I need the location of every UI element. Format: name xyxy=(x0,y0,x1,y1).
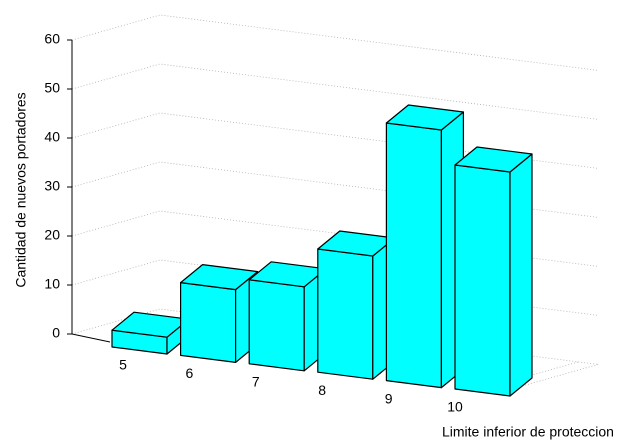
x-tick-label: 5 xyxy=(119,357,127,373)
y-tick-label: 20 xyxy=(44,227,60,243)
grid-line xyxy=(71,14,599,71)
y-axis-label: Cantidad de nuevos portadores xyxy=(13,92,29,287)
bar-top xyxy=(180,264,259,291)
x-tick-label: 10 xyxy=(447,399,463,415)
grid-line xyxy=(71,210,599,267)
bar xyxy=(248,261,327,372)
y-tick-label: 50 xyxy=(44,80,60,96)
y-tick-label: 40 xyxy=(44,129,60,145)
x-tick-label: 6 xyxy=(186,365,194,381)
bar-side xyxy=(509,153,533,397)
bar-front xyxy=(385,122,442,389)
bar xyxy=(317,230,396,380)
bar-front xyxy=(454,164,511,397)
bar xyxy=(180,264,259,363)
bar xyxy=(454,146,533,397)
x-axis xyxy=(71,333,111,343)
y-tick-label: 30 xyxy=(44,178,60,194)
grid-line xyxy=(71,308,599,365)
bar-front xyxy=(317,248,374,380)
floor-edge xyxy=(500,364,599,393)
grid-line xyxy=(71,161,599,218)
grid-line xyxy=(71,259,599,316)
y-tick-label: 60 xyxy=(44,31,60,47)
grid-line xyxy=(71,63,599,120)
x-tick-label: 7 xyxy=(252,374,260,390)
bar-front xyxy=(180,282,237,363)
bar xyxy=(385,104,464,389)
grid-line xyxy=(71,112,599,169)
bar-top xyxy=(385,104,464,131)
x-tick-label: 9 xyxy=(385,390,393,406)
y-tick-label: 10 xyxy=(44,276,60,292)
bar xyxy=(111,311,190,355)
x-tick-label: 8 xyxy=(318,382,326,398)
bar-front xyxy=(248,279,305,372)
bar-top xyxy=(454,146,533,173)
y-tick-label: 0 xyxy=(52,325,60,341)
x-axis-label: Limite inferior de proteccion xyxy=(442,424,614,440)
